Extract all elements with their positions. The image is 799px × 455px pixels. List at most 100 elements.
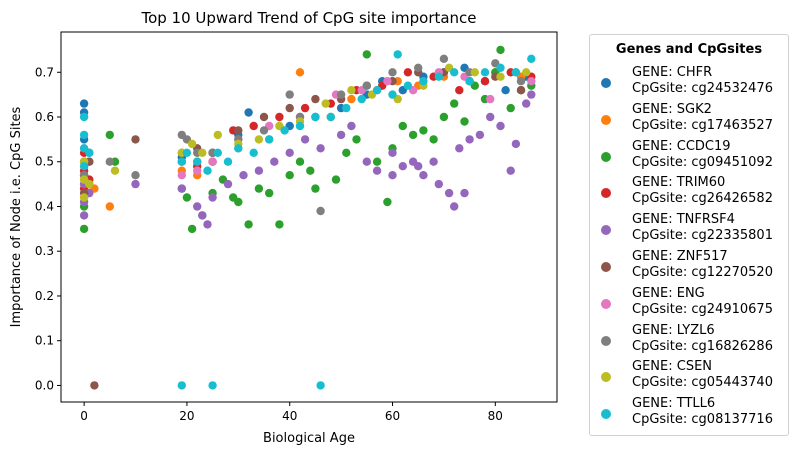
data-point-series-9-2 bbox=[316, 381, 325, 390]
data-point-series-4-35 bbox=[506, 166, 515, 175]
data-point-series-8-20 bbox=[496, 72, 505, 81]
data-point-series-4-38 bbox=[527, 90, 536, 99]
legend-marker-2 bbox=[601, 151, 611, 162]
data-point-series-6-5 bbox=[208, 157, 217, 166]
data-point-series-9-9 bbox=[182, 148, 192, 157]
data-point-series-7-10 bbox=[259, 126, 269, 135]
legend-marker-7 bbox=[601, 335, 611, 346]
legend-label-line-9-1: CpGsite: cg08137716 bbox=[632, 412, 773, 428]
legend-marker-9 bbox=[601, 409, 611, 420]
data-point-series-9-26 bbox=[403, 81, 413, 90]
x-tick-label-1: 20 bbox=[179, 409, 194, 423]
legend-label-1: GENE: SGK2 CpGsite: cg17463527 bbox=[632, 102, 773, 134]
legend-label-line-0-0: GENE: CHFR bbox=[632, 65, 713, 80]
data-point-series-4-8 bbox=[203, 220, 212, 229]
data-point-series-4-32 bbox=[475, 130, 485, 140]
data-point-series-4-12 bbox=[254, 166, 264, 175]
data-point-series-2-31 bbox=[419, 126, 428, 135]
legend-label-3: GENE: TRIM60 CpGsite: cg26426582 bbox=[632, 175, 773, 207]
data-point-series-1-3 bbox=[105, 202, 115, 211]
data-point-series-2-26 bbox=[372, 157, 382, 166]
data-point-series-2-13 bbox=[234, 197, 243, 207]
data-point-series-7-13 bbox=[316, 206, 325, 216]
legend-label-9: GENE: TTLL6 CpGsite: cg08137716 bbox=[632, 396, 773, 428]
data-point-series-9-28 bbox=[434, 72, 443, 81]
y-tick-label-7: 0.7 bbox=[35, 65, 54, 79]
data-point-series-2-32 bbox=[429, 135, 438, 144]
data-point-series-3-10 bbox=[300, 103, 310, 113]
data-point-series-9-22 bbox=[357, 94, 366, 104]
data-point-series-5-8 bbox=[234, 126, 243, 135]
data-point-series-4-20 bbox=[372, 166, 382, 175]
data-point-series-9-0 bbox=[177, 381, 186, 390]
data-point-series-4-37 bbox=[522, 99, 531, 108]
legend-label-line-2-1: CpGsite: cg09451092 bbox=[632, 154, 773, 170]
data-point-series-0-19 bbox=[501, 86, 510, 95]
data-point-series-2-0 bbox=[79, 224, 89, 234]
data-point-series-3-17 bbox=[480, 77, 490, 86]
legend-label-line-5-0: GENE: ZNF517 bbox=[632, 249, 728, 264]
data-point-series-4-28 bbox=[450, 202, 459, 211]
y-tick-label-1: 0.1 bbox=[35, 334, 54, 348]
data-point-series-2-39 bbox=[496, 45, 505, 55]
legend-label-line-3-0: GENE: TRIM60 bbox=[632, 175, 726, 191]
legend-label-line-7-1: CpGsite: cg16826286 bbox=[632, 338, 773, 354]
data-point-series-4-6 bbox=[193, 202, 202, 211]
data-point-series-9-32 bbox=[496, 63, 505, 72]
data-point-series-6-3 bbox=[177, 171, 186, 180]
data-point-series-8-4 bbox=[110, 166, 120, 175]
data-point-series-9-10 bbox=[193, 157, 202, 166]
data-point-series-9-33 bbox=[511, 68, 521, 77]
data-point-series-4-5 bbox=[177, 184, 186, 193]
data-point-series-3-8 bbox=[249, 121, 258, 131]
data-point-series-9-8 bbox=[177, 157, 186, 166]
x-tick-label-4: 80 bbox=[488, 409, 503, 423]
legend-label-line-6-0: GENE: ENG bbox=[632, 285, 705, 301]
legend-label-8: GENE: CSEN CpGsite: cg05443740 bbox=[632, 359, 773, 391]
legend-label-line-4-1: CpGsite: cg22335801 bbox=[632, 228, 773, 244]
legend-title: Genes and CpGsites bbox=[615, 42, 763, 57]
legend-item-3: GENE: TRIM60 CpGsite: cg26426582 bbox=[590, 175, 790, 215]
data-point-series-7-14 bbox=[336, 90, 346, 99]
data-point-series-9-12 bbox=[213, 148, 222, 157]
data-point-series-6-11 bbox=[383, 77, 392, 86]
legend-label-line-8-1: CpGsite: cg05443740 bbox=[632, 375, 773, 391]
data-point-series-9-24 bbox=[388, 90, 397, 99]
data-point-series-4-13 bbox=[270, 157, 279, 166]
legend-label-6: GENE: ENG CpGsite: cg24910675 bbox=[632, 286, 773, 318]
legend-item-7: GENE: LYZL6 CpGsite: cg16826286 bbox=[590, 323, 790, 363]
data-point-series-2-18 bbox=[285, 171, 294, 180]
legend-label-line-8-0: GENE: CSEN bbox=[632, 359, 713, 375]
data-point-series-2-23 bbox=[342, 148, 351, 157]
legend-marker-4 bbox=[601, 225, 611, 236]
legend-label-5: GENE: ZNF517 CpGsite: cg12270520 bbox=[632, 249, 773, 281]
data-point-series-9-4 bbox=[79, 130, 89, 140]
data-point-series-7-3 bbox=[105, 157, 115, 166]
data-point-series-2-33 bbox=[439, 112, 449, 122]
data-point-series-4-17 bbox=[336, 130, 346, 140]
data-point-series-4-27 bbox=[444, 188, 454, 198]
y-axis: 0.0 0.1 0.2 0.3 0.4 0.5 0.6 0.7 bbox=[35, 65, 61, 392]
data-point-series-4-21 bbox=[388, 148, 397, 157]
data-point-series-9-18 bbox=[295, 121, 305, 131]
y-axis-label: Importance of Node i.e. CpG Sites bbox=[9, 106, 24, 327]
data-point-series-4-31 bbox=[465, 135, 474, 144]
data-point-series-4-11 bbox=[239, 171, 248, 180]
data-point-series-5-4 bbox=[131, 135, 140, 144]
data-point-series-7-17 bbox=[414, 63, 423, 72]
x-tick-label-3: 60 bbox=[385, 409, 400, 423]
legend-label-line-5-1: CpGsite: cg12270520 bbox=[632, 265, 773, 280]
legend-marker-8 bbox=[601, 372, 611, 383]
data-point-series-4-16 bbox=[316, 144, 325, 153]
data-point-series-9-29 bbox=[450, 68, 459, 77]
data-point-series-4-29 bbox=[455, 144, 464, 153]
data-point-series-1-10 bbox=[295, 68, 305, 77]
data-point-series-2-7 bbox=[182, 193, 192, 202]
data-point-series-2-17 bbox=[275, 220, 284, 229]
data-point-series-4-36 bbox=[511, 139, 521, 149]
legend-label-line-3-1: CpGsite: cg26426582 bbox=[632, 191, 773, 207]
data-point-series-7-18 bbox=[439, 54, 449, 63]
legend-label-line-6-1: CpGsite: cg24910675 bbox=[632, 301, 773, 317]
data-point-series-2-15 bbox=[254, 184, 264, 193]
data-point-series-2-35 bbox=[460, 117, 469, 126]
